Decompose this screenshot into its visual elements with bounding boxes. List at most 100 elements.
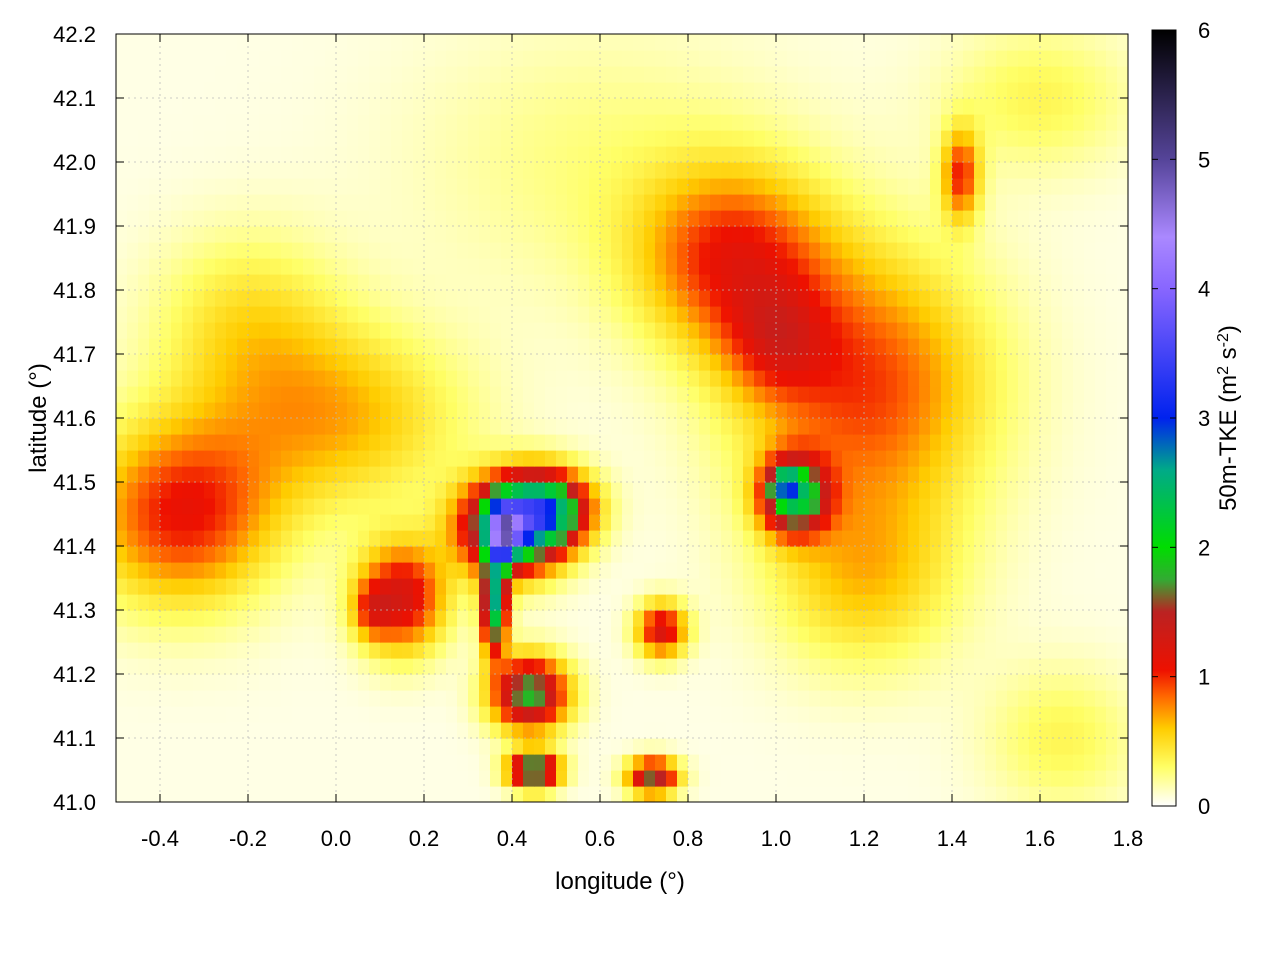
- heatmap-cell: [1029, 546, 1041, 563]
- heatmap-cell: [501, 450, 513, 467]
- heatmap-cell: [1007, 114, 1019, 131]
- heatmap-cell: [743, 50, 755, 67]
- heatmap-cell: [435, 130, 447, 147]
- heatmap-cell: [127, 642, 139, 659]
- heatmap-cell: [446, 66, 458, 83]
- y-tick-label: 41.8: [53, 278, 96, 303]
- heatmap-cell: [292, 690, 304, 707]
- heatmap-cell: [490, 354, 502, 371]
- heatmap-cell: [897, 322, 909, 339]
- heatmap-cell: [611, 418, 623, 435]
- heatmap-cell: [1018, 466, 1030, 483]
- heatmap-cell: [897, 306, 909, 323]
- heatmap-cell: [314, 498, 326, 515]
- heatmap-cell: [1007, 226, 1019, 243]
- heatmap-cell: [182, 418, 194, 435]
- heatmap-cell: [380, 450, 392, 467]
- heatmap-cell: [897, 82, 909, 99]
- heatmap-cell: [765, 162, 777, 179]
- heatmap-cell: [578, 242, 590, 259]
- heatmap-cell: [534, 722, 546, 739]
- heatmap-cell: [600, 738, 612, 755]
- heatmap-cell: [721, 178, 733, 195]
- heatmap-cell: [281, 146, 293, 163]
- heatmap-cell: [237, 130, 249, 147]
- heatmap-cell: [941, 514, 953, 531]
- heatmap-cell: [490, 642, 502, 659]
- heatmap-cell: [578, 594, 590, 611]
- heatmap-cell: [149, 322, 161, 339]
- heatmap-cell: [1106, 706, 1118, 723]
- heatmap-cell: [765, 642, 777, 659]
- heatmap-cell: [1095, 66, 1107, 83]
- heatmap-cell: [1040, 482, 1052, 499]
- heatmap-cell: [622, 418, 634, 435]
- heatmap-cell: [138, 722, 150, 739]
- heatmap-cell: [501, 610, 513, 627]
- heatmap-cell: [853, 50, 865, 67]
- heatmap-cell: [160, 34, 172, 51]
- heatmap-cell: [325, 242, 337, 259]
- heatmap-cell: [963, 386, 975, 403]
- heatmap-cell: [985, 370, 997, 387]
- heatmap-cell: [325, 530, 337, 547]
- heatmap-cell: [666, 370, 678, 387]
- heatmap-cell: [721, 546, 733, 563]
- heatmap-cell: [798, 130, 810, 147]
- heatmap-cell: [831, 498, 843, 515]
- heatmap-cell: [501, 770, 513, 787]
- heatmap-cell: [831, 354, 843, 371]
- heatmap-cell: [589, 242, 601, 259]
- heatmap-cell: [413, 82, 425, 99]
- heatmap-cell: [424, 658, 436, 675]
- heatmap-cell: [512, 290, 524, 307]
- heatmap-cell: [985, 434, 997, 451]
- heatmap-cell: [303, 274, 315, 291]
- heatmap-cell: [985, 722, 997, 739]
- heatmap-cell: [666, 642, 678, 659]
- heatmap-cell: [787, 434, 799, 451]
- heatmap-cell: [633, 306, 645, 323]
- heatmap-cell: [490, 722, 502, 739]
- heatmap-cell: [963, 514, 975, 531]
- heatmap-cell: [314, 466, 326, 483]
- heatmap-cell: [545, 98, 557, 115]
- heatmap-cell: [171, 178, 183, 195]
- heatmap-cell: [226, 146, 238, 163]
- heatmap-cell: [996, 706, 1008, 723]
- heatmap-cell: [336, 578, 348, 595]
- heatmap-cell: [886, 130, 898, 147]
- heatmap-cell: [600, 34, 612, 51]
- heatmap-cell: [1029, 274, 1041, 291]
- heatmap-cell: [204, 290, 216, 307]
- heatmap-cell: [842, 402, 854, 419]
- heatmap-cell: [523, 354, 535, 371]
- heatmap-cell: [1106, 226, 1118, 243]
- heatmap-cell: [281, 194, 293, 211]
- heatmap-cell: [237, 386, 249, 403]
- heatmap-cell: [809, 98, 821, 115]
- heatmap-cell: [413, 658, 425, 675]
- heatmap-cell: [578, 290, 590, 307]
- heatmap-cell: [1007, 194, 1019, 211]
- heatmap-cell: [1106, 290, 1118, 307]
- heatmap-cell: [622, 786, 634, 802]
- heatmap-cell: [413, 210, 425, 227]
- heatmap-cell: [974, 482, 986, 499]
- heatmap-cell: [688, 466, 700, 483]
- heatmap-cell: [633, 66, 645, 83]
- heatmap-cell: [545, 578, 557, 595]
- heatmap-cell: [248, 130, 260, 147]
- heatmap-cell: [677, 514, 689, 531]
- heatmap-cell: [1073, 626, 1085, 643]
- heatmap-cell: [204, 82, 216, 99]
- heatmap-cell: [556, 194, 568, 211]
- heatmap-cell: [721, 578, 733, 595]
- heatmap-cell: [501, 466, 513, 483]
- heatmap-cell: [820, 402, 832, 419]
- heatmap-cell: [424, 786, 436, 802]
- heatmap-cell: [325, 690, 337, 707]
- heatmap-cell: [501, 386, 513, 403]
- heatmap-cell: [820, 546, 832, 563]
- heatmap-cell: [314, 370, 326, 387]
